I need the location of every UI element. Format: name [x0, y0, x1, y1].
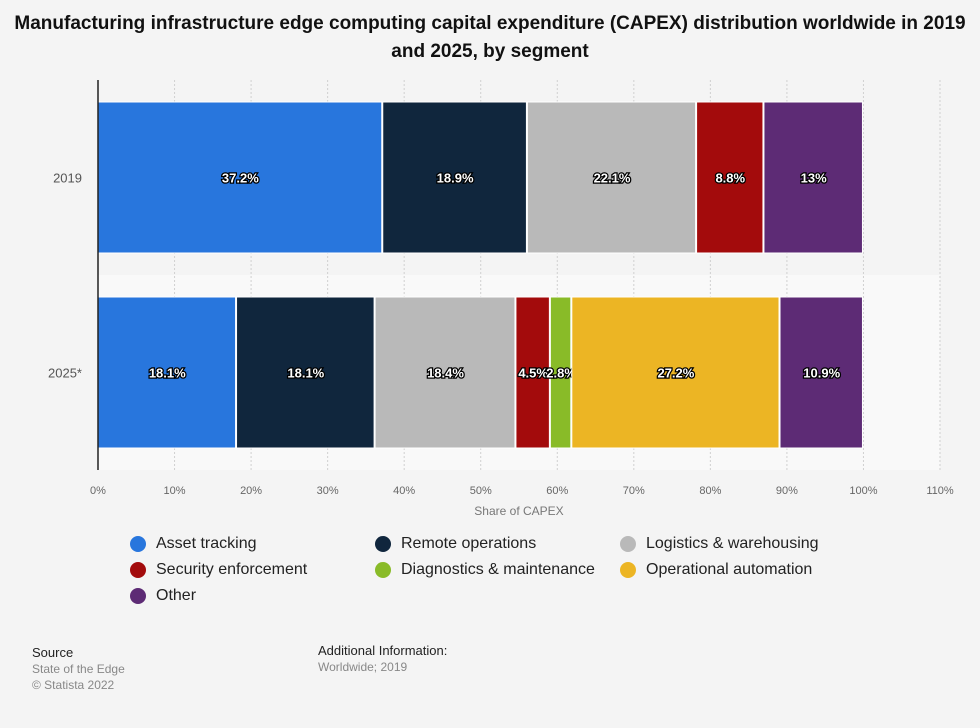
legend-item[interactable]: Security enforcement [130, 560, 375, 580]
data-label: 27.2% [657, 366, 694, 381]
copyright: © Statista 2022 [32, 678, 115, 692]
bar-segment [374, 296, 516, 449]
y-tick-label: 2019 [53, 171, 82, 186]
legend-item[interactable]: Asset tracking [130, 534, 375, 554]
bar-segment [549, 296, 572, 449]
legend-label: Diagnostics & maintenance [401, 561, 595, 578]
x-tick-label: 110% [926, 485, 954, 497]
legend-label: Operational automation [646, 561, 813, 578]
legend-label: Other [156, 587, 197, 604]
legend-label: Remote operations [401, 535, 537, 552]
x-tick-label: 90% [776, 485, 798, 497]
bar-segment [696, 101, 764, 254]
x-tick-label: 0% [90, 485, 106, 497]
bar-segment [97, 101, 383, 254]
bar-segment [236, 296, 375, 449]
legend-item[interactable]: Diagnostics & maintenance [375, 560, 620, 580]
source-heading: Source [32, 645, 74, 660]
x-axis-title: Share of CAPEX [474, 504, 563, 518]
x-tick-label: 50% [470, 485, 492, 497]
data-label: 18.9% [437, 171, 474, 186]
bar-segment [763, 101, 863, 254]
source-block: Source State of the Edge © Statista 2022 [32, 645, 125, 693]
legend-label: Logistics & warehousing [646, 535, 819, 552]
bar-segment [779, 296, 863, 449]
legend-item[interactable]: Operational automation [620, 560, 865, 580]
additional-info-text: Worldwide; 2019 [318, 660, 408, 674]
x-tick-label: 10% [164, 485, 186, 497]
chart-title: Manufacturing infrastructure edge comput… [14, 13, 966, 62]
x-tick-label: 30% [317, 485, 339, 497]
legend-item[interactable]: Other [130, 586, 375, 606]
legend-swatch [620, 562, 636, 578]
legend-label: Security enforcement [156, 561, 308, 578]
data-label: 37.2% [222, 171, 259, 186]
data-label: 18.1% [287, 366, 324, 381]
bar-segment [526, 101, 697, 254]
legend-label: Asset tracking [156, 535, 257, 552]
source-name[interactable]: State of the Edge [32, 662, 125, 676]
x-tick-label: 80% [699, 485, 721, 497]
additional-info-block: Additional Information: Worldwide; 2019 [318, 643, 447, 675]
y-tick-label: 2025* [48, 366, 82, 381]
legend-item[interactable]: Remote operations [375, 534, 620, 554]
data-label: 18.1% [149, 366, 186, 381]
legend-swatch [130, 536, 146, 552]
legend-swatch [130, 588, 146, 604]
legend-swatch [375, 536, 391, 552]
data-label: 13% [801, 171, 827, 186]
chart-plot: 0% 10% 20% 30% 40% 50% 60% 70% 80% 90% 100% 110% Sha… [48, 80, 954, 518]
bar-segment [515, 296, 550, 449]
bar-segment [382, 101, 527, 254]
data-label: 22.1% [594, 171, 631, 186]
x-tick-label: 70% [623, 485, 645, 497]
legend-swatch [130, 562, 146, 578]
legend-swatch [375, 562, 391, 578]
data-label: 8.8% [715, 171, 745, 186]
data-label: 4.5% [518, 366, 548, 381]
x-tick-label: 100% [849, 485, 877, 497]
bar-segment [571, 296, 780, 449]
bar-segment [97, 296, 237, 449]
legend: Asset tracking Remote operations Logistics… [130, 534, 890, 606]
x-tick-label: 40% [393, 485, 415, 497]
legend-swatch [620, 536, 636, 552]
additional-info-heading: Additional Information: [318, 643, 448, 658]
legend-item[interactable]: Logistics & warehousing [620, 534, 865, 554]
x-tick-label: 20% [240, 485, 262, 497]
data-label: 10.9% [803, 366, 840, 381]
data-label: 18.4% [427, 366, 464, 381]
x-tick-label: 60% [546, 485, 568, 497]
data-label: 2.8% [546, 366, 576, 381]
